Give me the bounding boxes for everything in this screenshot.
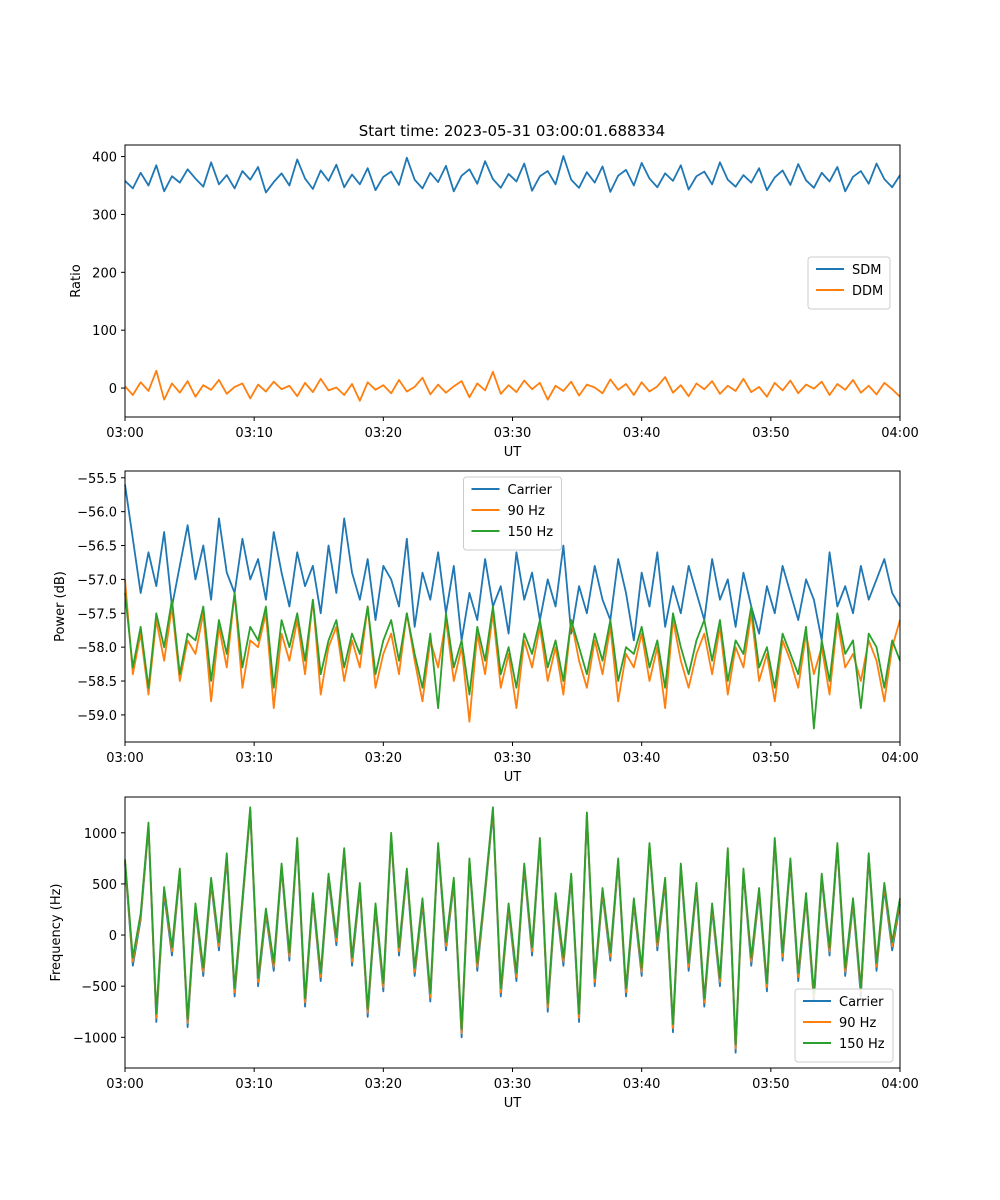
legend-entry: 150 Hz	[839, 1037, 885, 1052]
x-tick-label: 03:10	[235, 1077, 272, 1092]
legend-entry: 150 Hz	[508, 525, 554, 540]
y-tick-label: −56.0	[77, 506, 117, 521]
x-tick-label: 03:50	[752, 426, 789, 441]
y-axis-label: Frequency (Hz)	[49, 883, 64, 981]
series-line-sdm	[124, 155, 901, 194]
y-axis-label: Ratio	[69, 264, 84, 297]
y-tick-label: −56.5	[77, 540, 117, 555]
legend: Carrier 90 Hz 150 Hz	[794, 988, 894, 1063]
x-tick-label: 04:00	[881, 426, 918, 441]
x-tick-label: 03:00	[106, 426, 143, 441]
y-tick-label: −58.5	[77, 675, 117, 690]
x-axis-label: UT	[504, 445, 522, 460]
x-tick-label: 03:40	[623, 426, 660, 441]
legend-entry: Carrier	[839, 995, 884, 1010]
legend-entry: DDM	[852, 284, 883, 299]
y-tick-label: 300	[92, 208, 117, 223]
figure-title: Start time: 2023-05-31 03:00:01.688334	[359, 122, 665, 140]
x-tick-label: 03:10	[235, 426, 272, 441]
series-line-ddm	[124, 369, 901, 402]
x-tick-label: 03:00	[106, 751, 143, 766]
x-tick-label: 03:20	[365, 426, 402, 441]
legend-entry: SDM	[852, 263, 881, 278]
x-tick-label: 03:10	[235, 751, 272, 766]
x-tick-label: 03:40	[623, 751, 660, 766]
x-axis-label: UT	[504, 1096, 522, 1111]
y-tick-label: 0	[109, 929, 117, 944]
legend-entry: 90 Hz	[508, 504, 545, 519]
chart-panel-2: 03:00 03:10 03:20 03:30 03:40 03:50 04:00 −55.5…	[53, 470, 919, 785]
x-tick-label: 03:50	[752, 751, 789, 766]
y-tick-label: −59.0	[77, 709, 117, 724]
y-axis-label: Power (dB)	[53, 571, 68, 642]
series-line-150-hz	[124, 592, 901, 730]
y-tick-label: 0	[109, 382, 117, 397]
x-tick-label: 03:20	[365, 751, 402, 766]
x-tick-label: 04:00	[881, 751, 918, 766]
x-tick-label: 03:00	[106, 1077, 143, 1092]
x-tick-label: 03:40	[623, 1077, 660, 1092]
legend-entry: Carrier	[508, 483, 553, 498]
y-tick-label: −57.5	[77, 607, 117, 622]
series-line-90-hz	[124, 579, 901, 723]
x-axis-label: UT	[504, 770, 522, 785]
x-tick-label: 03:20	[365, 1077, 402, 1092]
y-tick-label: −57.0	[77, 573, 117, 588]
series-line-carrier	[124, 484, 901, 642]
x-tick-label: 03:30	[494, 426, 531, 441]
x-tick-label: 03:30	[494, 1077, 531, 1092]
y-tick-label: 200	[92, 266, 117, 281]
y-tick-label: −58.0	[77, 641, 117, 656]
x-tick-label: 03:30	[494, 751, 531, 766]
x-tick-label: 04:00	[881, 1077, 918, 1092]
y-tick-label: 400	[92, 151, 117, 166]
legend: SDM DDM	[807, 256, 891, 310]
y-tick-label: 500	[92, 878, 117, 893]
legend-entry: 90 Hz	[839, 1016, 876, 1031]
y-tick-label: −500	[81, 980, 117, 995]
legend: Carrier 90 Hz 150 Hz	[463, 476, 562, 551]
x-tick-label: 03:50	[752, 1077, 789, 1092]
y-tick-label: −55.5	[77, 472, 117, 487]
series-line-150-hz	[124, 806, 901, 1046]
y-tick-label: 100	[92, 324, 117, 339]
chart-panel-1: 03:00 03:10 03:20 03:30 03:40 03:50 04:00 0 100 2…	[69, 144, 919, 460]
chart-panel-3: 03:00 03:10 03:20 03:30 03:40 03:50 04:00 1000 5…	[49, 796, 919, 1111]
y-tick-label: 1000	[84, 827, 117, 842]
y-tick-label: −1000	[73, 1031, 117, 1046]
